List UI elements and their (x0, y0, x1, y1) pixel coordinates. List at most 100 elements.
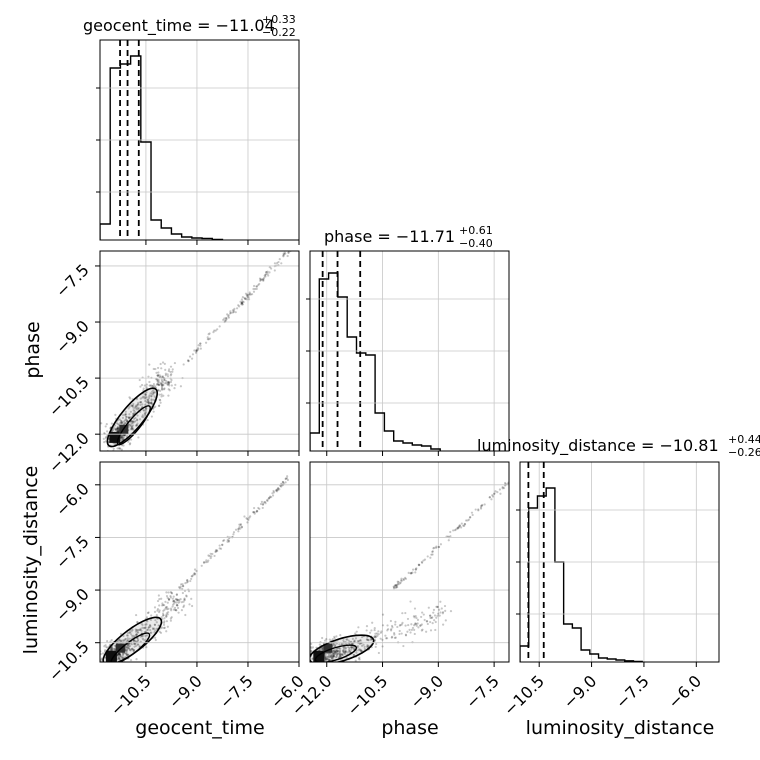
sample-point (182, 604, 186, 607)
sample-point (144, 411, 147, 414)
sample-point (332, 654, 336, 657)
sample-point (331, 654, 334, 657)
sample-point (104, 644, 107, 647)
title-geocent-time: geocent_time = −11.04 (83, 16, 275, 36)
sample-point (162, 621, 166, 624)
sample-point (222, 539, 226, 542)
sample-point (435, 546, 438, 549)
sample-point (435, 545, 438, 548)
sample-point (245, 298, 248, 301)
sample-point (456, 527, 459, 530)
sample-point (143, 395, 146, 398)
sample-point (167, 591, 170, 594)
sample-point (357, 649, 360, 652)
sample-point (144, 630, 147, 633)
sample-point (494, 490, 497, 493)
sample-point (338, 647, 341, 650)
sample-point (412, 568, 415, 571)
y-tick-label: −9.0 (52, 584, 93, 625)
sample-point (221, 543, 224, 546)
sample-point (159, 362, 162, 366)
sample-point (149, 402, 152, 405)
sample-point (110, 422, 114, 425)
contour-inner (314, 644, 358, 662)
sample-point (358, 639, 361, 642)
sample-point (218, 547, 221, 550)
sample-point (171, 605, 174, 608)
sample-point (420, 560, 423, 564)
sample-point (114, 428, 117, 432)
sample-point (417, 563, 420, 566)
sample-point (327, 658, 330, 662)
sample-point (275, 262, 279, 265)
sample-point (342, 639, 345, 642)
sample-point (334, 650, 338, 653)
sample-point (93, 429, 95, 431)
sample-point (121, 416, 125, 419)
sample-point (135, 424, 139, 427)
sample-point (339, 653, 342, 656)
sample-point (334, 651, 337, 654)
sample-point (245, 517, 248, 520)
sample-point (208, 337, 212, 340)
sample-point (284, 477, 287, 480)
sample-point (335, 635, 338, 638)
sample-point (147, 403, 150, 406)
sample-point (433, 619, 436, 622)
sample-point (286, 254, 289, 258)
sample-point (156, 599, 160, 603)
sample-point (493, 492, 496, 495)
sample-point (321, 662, 323, 664)
sample-point (135, 633, 138, 636)
sample-point (335, 655, 338, 658)
sample-point (259, 278, 262, 281)
sample-point (113, 664, 115, 666)
sample-point (117, 652, 120, 656)
sample-point (157, 404, 161, 408)
sample-point (336, 663, 338, 665)
sample-point (162, 614, 165, 617)
sample-point (135, 408, 138, 411)
sample-point (318, 648, 321, 651)
sample-point (106, 670, 108, 672)
sample-point (109, 664, 111, 666)
sample-point (329, 655, 332, 659)
sample-point (140, 383, 144, 387)
sample-point (147, 402, 151, 405)
sample-point (118, 655, 121, 658)
sample-point (119, 653, 122, 657)
sample-point (160, 393, 163, 396)
sample-point (152, 393, 155, 396)
sample-point (141, 637, 144, 640)
sample-point (133, 639, 136, 642)
sample-point (119, 447, 122, 450)
sample-point (340, 653, 344, 657)
sample-point (115, 428, 118, 431)
sample-point (139, 385, 142, 388)
sample-point (392, 586, 396, 589)
sample-point (165, 613, 168, 617)
sample-point (264, 502, 267, 505)
sample-point (120, 434, 123, 438)
sample-point (247, 298, 251, 301)
sample-point (125, 650, 128, 653)
sample-point (171, 368, 174, 371)
sample-point (143, 626, 147, 629)
sample-point (157, 373, 160, 377)
sample-point (449, 610, 453, 613)
sample-point (237, 530, 240, 533)
sample-point (145, 407, 148, 410)
sample-point (402, 577, 405, 581)
sample-point (358, 642, 361, 645)
sample-point (131, 424, 135, 427)
sample-point (133, 410, 136, 413)
sample-point (280, 485, 283, 488)
sample-point (169, 619, 172, 622)
sample-point (425, 620, 428, 623)
sample-point (470, 511, 474, 514)
sample-point (400, 632, 403, 635)
sample-point (409, 631, 412, 634)
sample-point (287, 251, 290, 254)
sample-point (212, 331, 215, 334)
sample-point (323, 639, 327, 642)
